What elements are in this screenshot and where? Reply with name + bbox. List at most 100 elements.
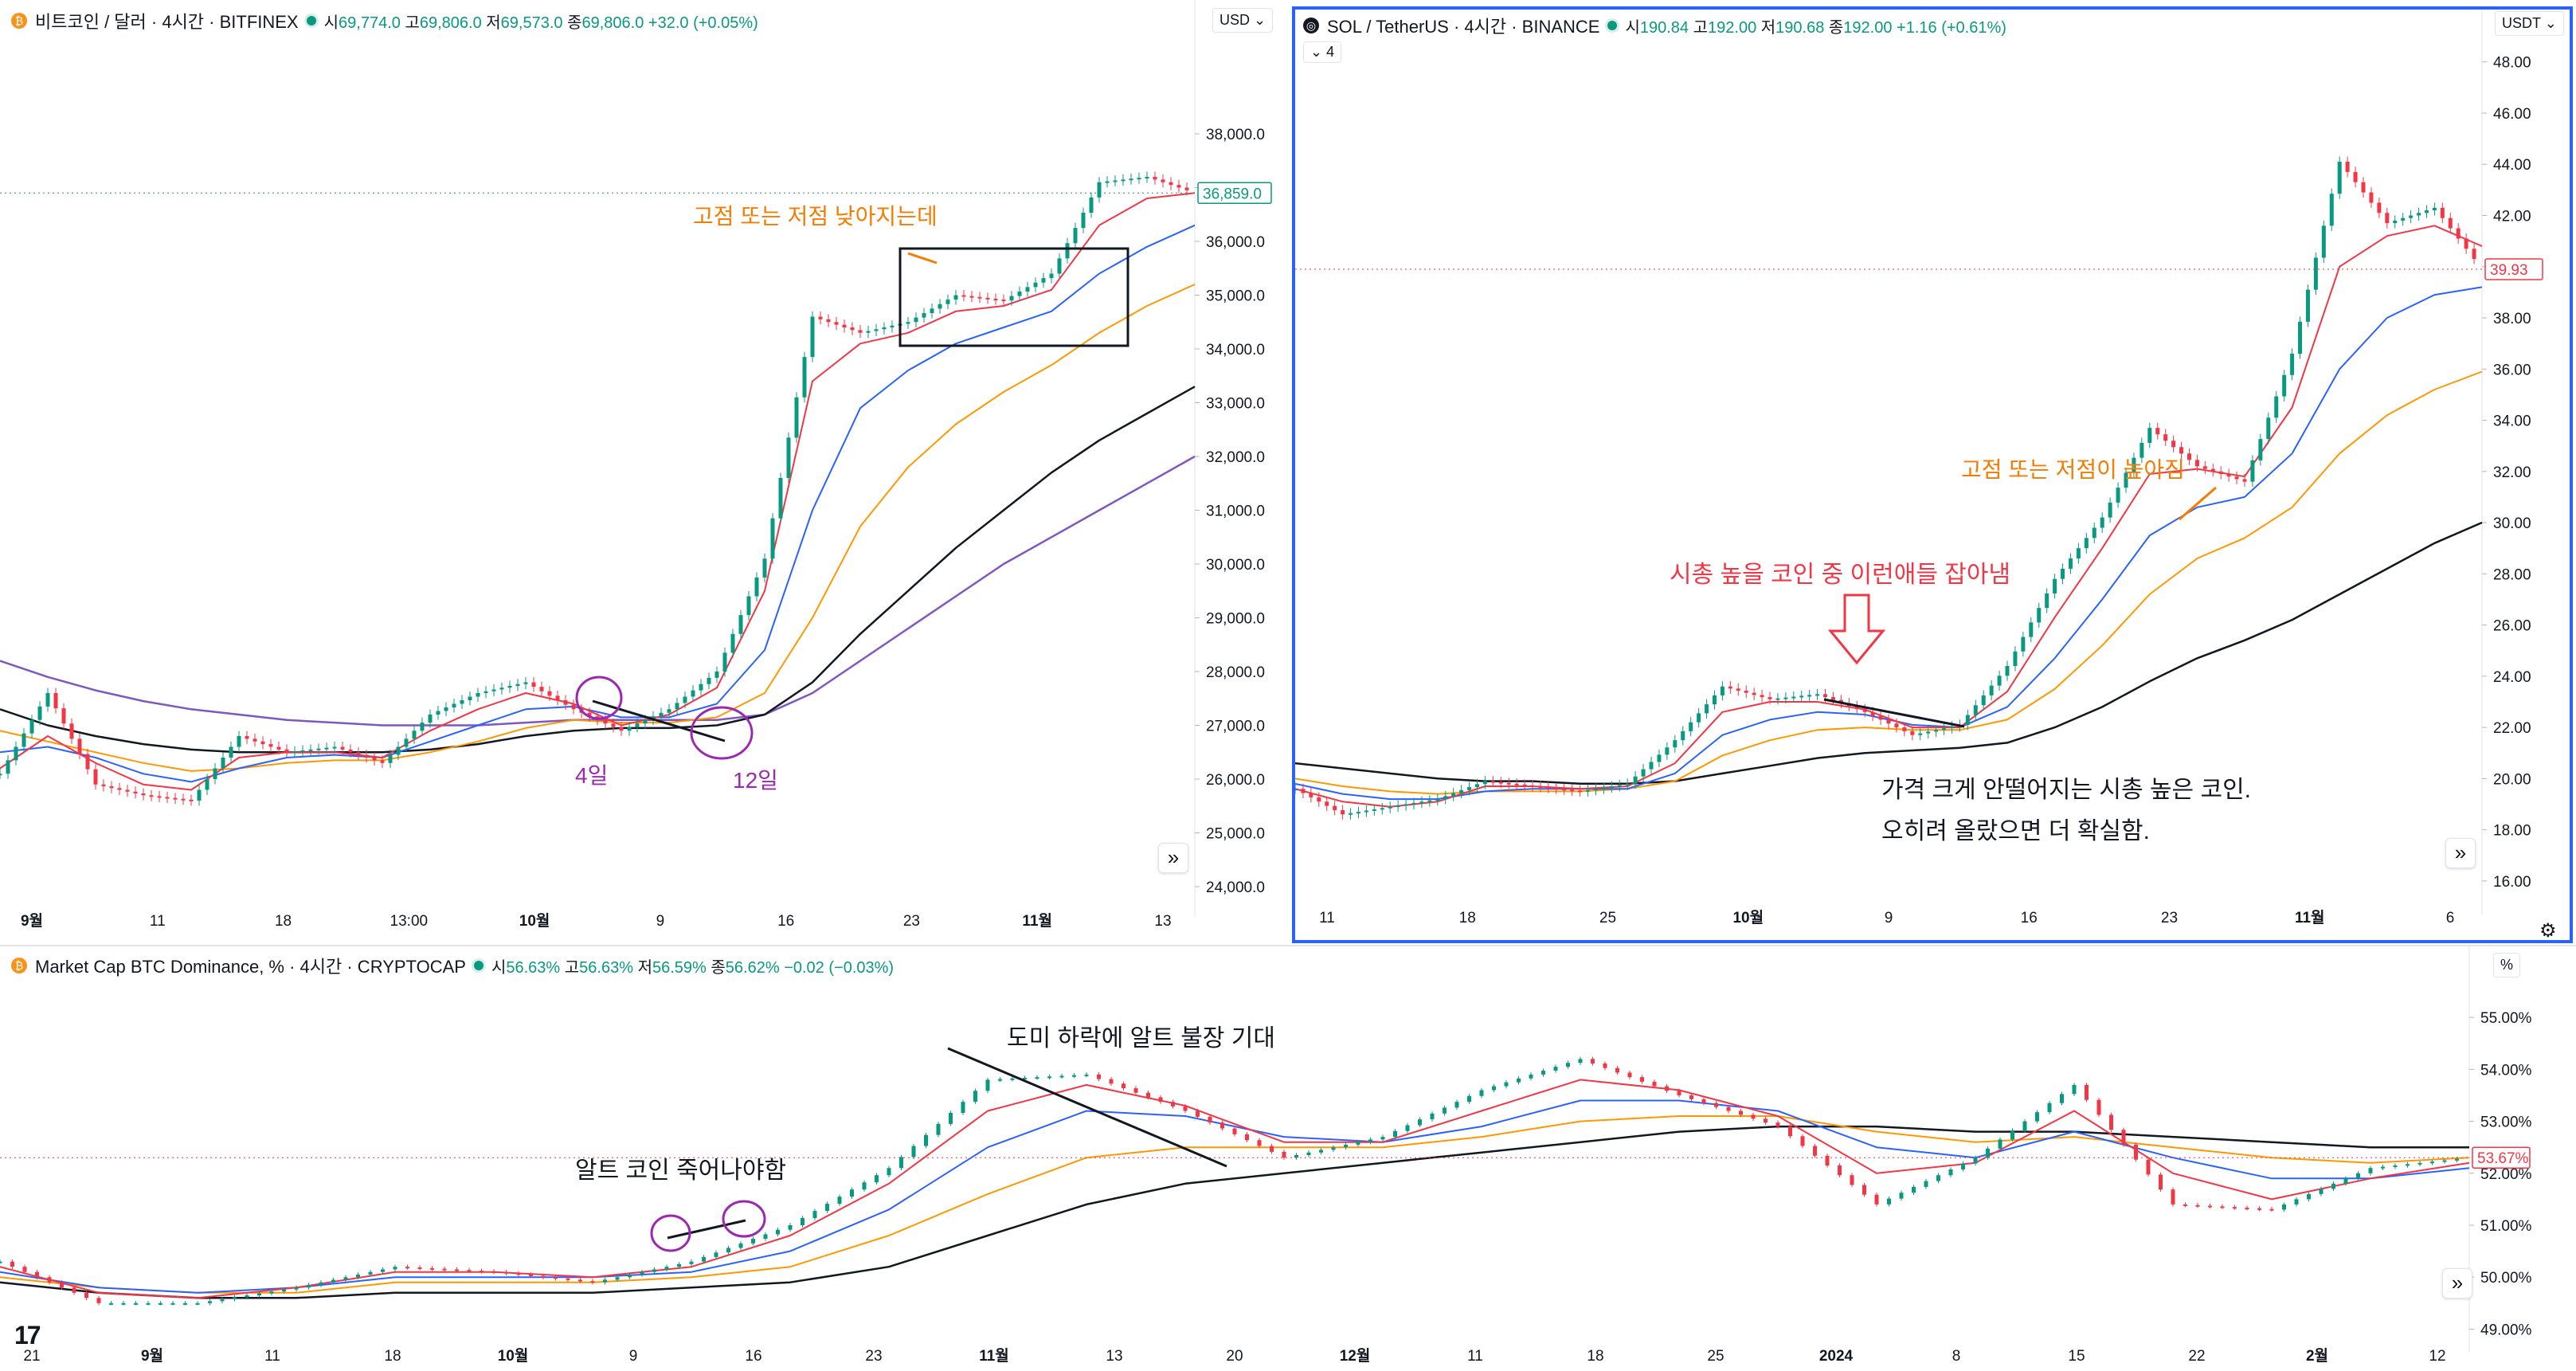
- btc-candle-body: [866, 331, 871, 333]
- btc_dominance-candle-body: [1640, 1077, 1644, 1082]
- sol-candle-body: [1295, 789, 1298, 791]
- btc-ma-fast-line: [0, 192, 1196, 791]
- btc-candle-body: [627, 727, 632, 731]
- btc-candle-body: [969, 296, 974, 298]
- gear-icon[interactable]: ⚙: [2539, 920, 2557, 942]
- btc_dominance-candle-body: [2319, 1189, 2323, 1194]
- btc_dominance-candle-body: [2208, 1205, 2212, 1208]
- btc-chart-canvas[interactable]: 24,000.0 25,000.0 26,000.0 27,000.0 28,000.0…: [0, 0, 1289, 943]
- btc-candle-body: [1057, 258, 1062, 274]
- sol-candle-body: [2210, 468, 2215, 472]
- btc-y-tick-label: 28,000.0: [1206, 664, 1265, 681]
- btc-candle-body: [882, 327, 887, 330]
- sol-candle-body: [1633, 776, 1638, 784]
- sol-candle-body: [2345, 162, 2350, 172]
- btc-candle-body: [149, 795, 154, 797]
- btc-x-tick-label: 9: [656, 913, 665, 930]
- btc_dominance-candle-body: [763, 1234, 768, 1240]
- btc_dominance-x-tick-label: 25: [1707, 1348, 1724, 1365]
- btc_dominance-last-price-tag: [2472, 1146, 2531, 1169]
- sol-symbol-title[interactable]: SOL / TetherUS · 4시간 · BINANCE: [1327, 17, 1600, 37]
- btc-symbol-title[interactable]: 비트코인 / 달러 · 4시간 · BITFINEX: [35, 12, 299, 32]
- btc_dominance-candle-body: [1356, 1142, 1360, 1145]
- btc_dominance-candle-body: [1800, 1136, 1805, 1146]
- btc_dominance-candle-body: [1220, 1122, 1224, 1129]
- dominance-chart-pane[interactable]: 49.00% 50.00% 51.00% 52.00% 53.00% 54.00% 55.0…: [0, 945, 2576, 1371]
- btc_dominance-candle-body: [998, 1079, 1002, 1081]
- sol-legend: ◎ SOL / TetherUS · 4시간 · BINANCE 시190.84…: [1303, 13, 2006, 38]
- sol-annotation-higher: 고점 또는 저점이 높아짐: [1961, 457, 2185, 482]
- sol-x-tick-label: 11월: [2295, 909, 2325, 926]
- tradingview-logo[interactable]: 17: [14, 1321, 41, 1349]
- btc-candle-body: [1153, 177, 1157, 180]
- sol-chart-pane[interactable]: 16.00 18.00 20.00 22.00 24.00 26.00 28.00 30.00…: [1292, 6, 2573, 943]
- btc-y-tick-label: 29,000.0: [1206, 611, 1265, 628]
- btc_dominance-x-tick-label: 2월: [2306, 1347, 2328, 1365]
- btc-candle-body: [284, 749, 289, 753]
- btc-candle-body: [483, 691, 488, 693]
- btc_dominance-candle-body: [2282, 1204, 2286, 1210]
- btc_dominance-candle-body: [751, 1239, 755, 1244]
- sol-currency-button[interactable]: USDT ⌄: [2495, 11, 2564, 36]
- btc_dominance-candle-body: [1035, 1077, 1039, 1079]
- sol-candle-body: [1522, 784, 1527, 786]
- sol-candle-body: [2361, 182, 2366, 193]
- btc-currency-button[interactable]: USD ⌄: [1212, 8, 1274, 33]
- btc-candle-body: [906, 322, 910, 324]
- sol-candle-body: [1736, 688, 1740, 691]
- btc_dominance-candle-body: [628, 1274, 632, 1278]
- btc_dominance-candle-body: [170, 1302, 175, 1305]
- btc_dominance-candle-body: [1788, 1126, 1792, 1137]
- sol-chart-canvas[interactable]: 16.00 18.00 20.00 22.00 24.00 26.00 28.00 30.00…: [1295, 10, 2570, 940]
- sol-candle-body: [1934, 730, 1939, 732]
- btc_dominance-candle-body: [1368, 1139, 1372, 1142]
- scroll-to-realtime-button[interactable]: »: [1158, 843, 1188, 873]
- btc-candle-body: [205, 779, 209, 790]
- btc-candle-body: [141, 793, 146, 796]
- btc-candle-body: [197, 789, 202, 801]
- sol-candle-body: [1341, 809, 1345, 815]
- btc_dominance-candle-body: [1689, 1095, 1693, 1099]
- btc_dominance-candle-body: [1492, 1086, 1496, 1091]
- sol-candle-body: [2401, 217, 2406, 221]
- sol-candle-body: [1910, 731, 1915, 735]
- dominance-unit-button[interactable]: %: [2493, 953, 2521, 977]
- btc_dominance-candle-body: [2220, 1206, 2225, 1208]
- btc_dominance-candle-body: [1454, 1102, 1459, 1108]
- sol-candle-body: [2076, 548, 2081, 559]
- scroll-to-realtime-button[interactable]: »: [2445, 838, 2476, 868]
- btc_dominance-candle-body: [22, 1267, 27, 1272]
- dominance-chart-canvas[interactable]: 49.00% 50.00% 51.00% 52.00% 53.00% 54.00% 55.0…: [0, 946, 2576, 1369]
- btc_dominance-candle-body: [1541, 1070, 1545, 1075]
- btc_dominance-candle-body: [590, 1281, 595, 1283]
- btc_dominance-candle-body: [1825, 1155, 1830, 1165]
- indicator-toggle-button[interactable]: ⌄ 4: [1303, 41, 1342, 63]
- btc_dominance-candle-body: [2047, 1103, 2052, 1113]
- btc_dominance-candle-body: [1627, 1072, 1632, 1078]
- btc_dominance-candle-body: [1430, 1113, 1435, 1120]
- btc-chart-pane[interactable]: 24,000.0 25,000.0 26,000.0 27,000.0 28,000.0…: [0, 0, 1289, 943]
- scroll-to-realtime-button[interactable]: »: [2442, 1268, 2472, 1299]
- btc-candle-body: [746, 596, 751, 616]
- btc_dominance-candle-body: [1023, 1077, 1027, 1079]
- btc-candle-body: [22, 733, 26, 747]
- btc_dominance-candle-body: [1714, 1103, 1718, 1107]
- btc-candle-body: [778, 478, 783, 519]
- sol-candle-body: [2147, 428, 2152, 443]
- btc_dominance-candle-body: [1899, 1193, 1904, 1199]
- btc_dominance-candle-body: [1270, 1146, 1274, 1152]
- sol-candle-body: [2329, 194, 2334, 226]
- dominance-symbol-title[interactable]: Market Cap BTC Dominance, % · 4시간 · CRYP…: [35, 957, 466, 977]
- btc-candle-body: [1169, 182, 1173, 186]
- sol-candle-body: [2313, 257, 2318, 290]
- btc_dominance-candle-body: [529, 1274, 533, 1276]
- btc_dominance-candle-body: [1838, 1165, 1842, 1176]
- btc-candle-body: [818, 316, 823, 319]
- dom-annotation-alt-die: 알트 코인 죽어나야함: [575, 1158, 787, 1184]
- btc_dominance-candle-body: [356, 1274, 360, 1278]
- btc-candle-body: [985, 297, 990, 300]
- btc_dominance-candle-body: [2245, 1207, 2249, 1209]
- btc-candle-body: [276, 746, 281, 750]
- btc-y-tick-label: 38,000.0: [1206, 127, 1265, 143]
- sol-candle-body: [1443, 796, 1448, 800]
